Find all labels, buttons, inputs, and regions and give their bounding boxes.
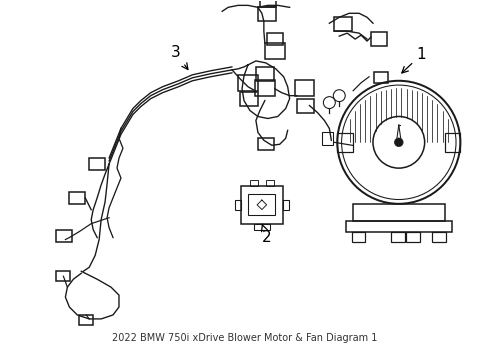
Bar: [241, 186, 283, 224]
Bar: [334, 17, 352, 31]
Bar: [267, 33, 283, 45]
Bar: [249, 180, 258, 186]
Bar: [258, 7, 276, 21]
Bar: [432, 232, 446, 242]
Bar: [322, 132, 333, 145]
Text: 1: 1: [402, 47, 426, 73]
Text: 3: 3: [171, 45, 188, 69]
Bar: [266, 180, 274, 186]
Bar: [256, 67, 274, 81]
Bar: [352, 232, 366, 242]
Circle shape: [394, 138, 403, 147]
Bar: [371, 32, 387, 46]
Bar: [283, 200, 289, 210]
Bar: [353, 204, 445, 221]
Text: 2022 BMW 750i xDrive Blower Motor & Fan Diagram 1: 2022 BMW 750i xDrive Blower Motor & Fan …: [112, 333, 378, 343]
Bar: [294, 80, 315, 96]
Bar: [79, 315, 93, 325]
Text: 2: 2: [262, 224, 271, 244]
Bar: [296, 99, 315, 113]
Bar: [238, 75, 258, 91]
Bar: [70, 192, 85, 204]
Bar: [56, 230, 73, 242]
Bar: [346, 221, 452, 232]
Bar: [260, 0, 276, 7]
Bar: [253, 224, 270, 230]
Bar: [445, 133, 460, 152]
Bar: [406, 232, 420, 242]
Bar: [374, 72, 388, 83]
Bar: [248, 194, 275, 215]
Bar: [337, 133, 353, 152]
Bar: [56, 271, 71, 281]
Bar: [235, 200, 241, 210]
Bar: [240, 92, 258, 105]
Bar: [89, 158, 105, 170]
Bar: [258, 138, 274, 150]
Bar: [255, 80, 275, 96]
Bar: [392, 232, 405, 242]
Bar: [265, 43, 285, 59]
